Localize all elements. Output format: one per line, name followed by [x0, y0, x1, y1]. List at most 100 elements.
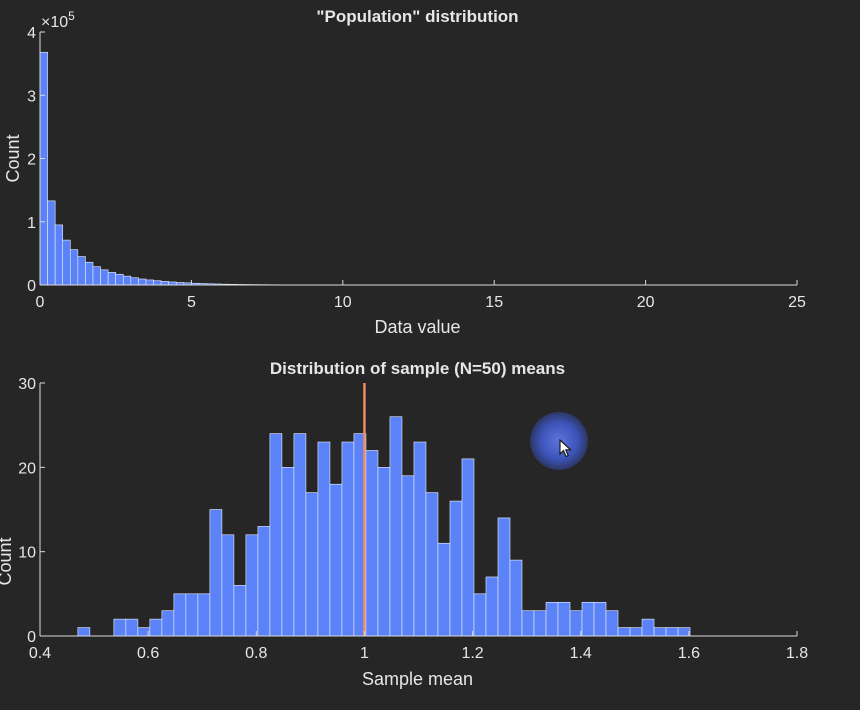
- histogram-bar: [533, 610, 547, 637]
- histogram-bar: [509, 559, 523, 637]
- y-tick-label: 10: [18, 545, 36, 562]
- histogram-bar: [617, 627, 631, 637]
- histogram-bar: [641, 618, 655, 637]
- x-axis-label: Sample mean: [362, 669, 473, 689]
- histogram-bar: [69, 249, 79, 286]
- y-axis-label: Count: [3, 134, 23, 182]
- x-tick-label: 0.8: [245, 645, 267, 662]
- histogram-bar: [209, 509, 223, 637]
- histogram-bar: [593, 601, 607, 637]
- histogram-bar: [257, 526, 271, 637]
- x-tick-label: 0.6: [137, 645, 159, 662]
- histogram-bar: [365, 450, 379, 637]
- x-tick-label: 0: [36, 294, 45, 311]
- cursor-highlight: [530, 412, 588, 470]
- histogram-bar: [281, 467, 295, 637]
- histogram-bar: [85, 261, 94, 286]
- histogram-bar: [125, 618, 139, 637]
- x-tick-label: 0.4: [29, 645, 51, 662]
- chart-title: "Population" distribution: [316, 7, 518, 26]
- population-histogram: 0 5 10 15 20 25 0 1 2 3 4 ×105 "Population" distribu…: [3, 7, 806, 337]
- histogram-bar: [160, 281, 169, 286]
- histogram-bar: [329, 483, 343, 637]
- x-tick-label: 5: [187, 294, 196, 311]
- histogram-bar: [113, 618, 127, 637]
- histogram-bar: [62, 239, 71, 286]
- y-tick-label: 0: [27, 278, 36, 295]
- histogram-bar: [665, 627, 679, 637]
- y-axis-label: Count: [0, 537, 15, 585]
- histogram-bar: [389, 416, 403, 637]
- histogram-bar: [473, 593, 487, 637]
- histogram-bar: [293, 433, 307, 637]
- x-tick-label: 10: [334, 294, 352, 311]
- histogram-bar: [413, 441, 427, 637]
- histogram-bar: [185, 593, 199, 637]
- histogram-bar: [161, 610, 175, 637]
- histogram-bar: [485, 576, 499, 637]
- histogram-bar: [317, 441, 331, 637]
- histogram-bar: [54, 224, 64, 286]
- x-tick-label: 15: [485, 294, 503, 311]
- sample-means-histogram: 0.4 0.6 0.8 1 1.2 1.4 1.6 1.8 0 10 20 30 Distributio…: [0, 359, 808, 689]
- chart-title: Distribution of sample (N=50) means: [270, 359, 565, 378]
- histogram-bar: [245, 534, 259, 637]
- histogram-bar: [437, 542, 451, 637]
- histogram-bar: [107, 272, 116, 286]
- histogram-bar: [122, 275, 132, 286]
- mouse-pointer-icon: [559, 439, 573, 458]
- y-tick-label: 1: [27, 215, 36, 232]
- histogram-bar: [401, 475, 415, 637]
- x-tick-label: 1: [360, 645, 369, 662]
- histogram-bar: [341, 441, 355, 637]
- bars: [39, 51, 344, 286]
- histogram-bar: [77, 256, 86, 286]
- histogram-bar: [557, 601, 571, 637]
- y-tick-label: 3: [27, 88, 36, 105]
- y-tick-label: 0: [27, 629, 36, 646]
- histogram-bar: [115, 273, 124, 286]
- histogram-bar: [138, 278, 147, 286]
- histogram-bar: [629, 627, 643, 637]
- y-axis-multiplier-exponent: 5: [68, 9, 75, 23]
- histogram-bar: [145, 279, 154, 286]
- histogram-bar: [605, 610, 619, 637]
- y-tick-label: 4: [27, 25, 36, 42]
- histogram-bar: [449, 500, 463, 637]
- histogram-bar: [653, 627, 667, 637]
- histogram-bar: [569, 610, 583, 637]
- histogram-bar: [47, 200, 56, 286]
- histogram-bar: [305, 492, 319, 637]
- histogram-bar: [153, 280, 162, 286]
- histogram-bar: [221, 534, 235, 637]
- histogram-bar: [269, 433, 283, 637]
- y-tick-label: 2: [27, 152, 36, 169]
- histogram-bar: [173, 593, 187, 637]
- histogram-bar: [425, 492, 439, 637]
- x-tick-label: 1.6: [678, 645, 700, 662]
- histogram-bar: [521, 610, 535, 637]
- histogram-bar: [77, 627, 91, 637]
- histogram-bar: [39, 51, 48, 286]
- histogram-bar: [581, 601, 595, 637]
- histogram-bar: [197, 593, 211, 637]
- x-tick-label: 1.4: [570, 645, 592, 662]
- y-axis-multiplier: ×105: [41, 9, 75, 31]
- y-tick-label: 30: [18, 376, 36, 393]
- histogram-bar: [377, 467, 391, 637]
- histogram-bar: [149, 618, 163, 637]
- x-tick-label: 25: [788, 294, 806, 311]
- y-tick-label: 20: [18, 460, 36, 477]
- histogram-bar: [233, 585, 247, 637]
- histogram-bar: [100, 269, 109, 286]
- x-axis-label: Data value: [374, 317, 460, 337]
- histogram-bar: [497, 517, 511, 637]
- x-tick-label: 20: [637, 294, 655, 311]
- x-tick-label: 1.2: [461, 645, 483, 662]
- histogram-bar: [130, 277, 139, 286]
- histogram-bar: [677, 627, 691, 637]
- histogram-bar: [461, 458, 475, 637]
- bars: [77, 416, 691, 637]
- histogram-bar: [92, 266, 101, 286]
